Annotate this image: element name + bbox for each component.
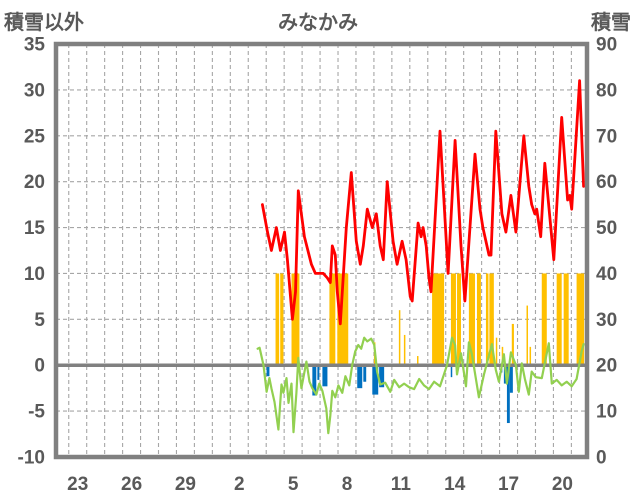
- snowfall-bar: [457, 273, 461, 366]
- snowfall-bar: [489, 273, 494, 366]
- x-tick-label: 8: [342, 474, 353, 495]
- x-tick-label: 14: [444, 474, 466, 495]
- x-tick-label: 2: [234, 474, 245, 495]
- y-right-tick-label: 90: [596, 35, 617, 56]
- snowfall-bar: [291, 273, 300, 366]
- snowfall-bar: [398, 310, 401, 366]
- snowfall-bar: [476, 273, 481, 366]
- snowfall-bar: [495, 337, 498, 366]
- snowfall-bar: [526, 305, 529, 366]
- snow-depth-line: [260, 79, 585, 326]
- precipitation-bar: [357, 365, 363, 389]
- y-right-tick-label: 60: [596, 172, 617, 193]
- y-left-tick-label: -10: [18, 448, 45, 469]
- y-left-tick-label: 5: [34, 310, 45, 331]
- x-tick-label: 23: [67, 474, 88, 495]
- snowfall-bar: [417, 356, 419, 366]
- x-tick-label: 17: [498, 474, 519, 495]
- y-left-tick-label: 35: [24, 35, 46, 56]
- x-tick-label: 11: [391, 474, 412, 495]
- snowfall-bar: [450, 273, 456, 366]
- y-right-tick-label: 50: [596, 218, 617, 239]
- snowfall-bar: [280, 273, 284, 366]
- snowfall-bar: [563, 273, 569, 366]
- x-tick-label: 29: [175, 474, 196, 495]
- y-right-tick-label: 40: [596, 264, 617, 285]
- y-right-tick-label: 0: [596, 448, 607, 469]
- y-left-tick-label: 25: [24, 126, 46, 147]
- precipitation-bar: [379, 365, 385, 388]
- y-left-tick-label: 15: [24, 218, 46, 239]
- snowfall-bar: [529, 346, 532, 366]
- y-left-tick-label: 0: [34, 356, 45, 377]
- precipitation-bar: [363, 365, 367, 382]
- snowfall-bar: [541, 273, 547, 366]
- temperature-line: [256, 336, 585, 435]
- y-right-tick-label: 20: [596, 356, 617, 377]
- right-axis-title: 積雪: [591, 12, 631, 34]
- snowfall-bar: [556, 273, 562, 366]
- plot-border: [53, 41, 590, 460]
- y-left-tick-label: 10: [24, 264, 45, 285]
- precipitation-bar: [322, 365, 328, 387]
- y-right-tick-label: 70: [596, 126, 617, 147]
- y-right-tick-label: 10: [596, 402, 617, 423]
- snowfall-bar: [485, 273, 489, 366]
- precipitation-bar: [509, 365, 513, 393]
- y-left-tick-label: 20: [24, 172, 45, 193]
- precipitation-bar: [312, 365, 317, 396]
- left-axis-title: 積雪以外: [4, 12, 84, 34]
- y-left-tick-label: 30: [24, 80, 45, 101]
- snowfall-bar: [432, 273, 445, 366]
- snowfall-bar: [468, 273, 475, 366]
- x-tick-label: 20: [552, 474, 573, 495]
- x-tick-label: 5: [288, 474, 299, 495]
- precipitation-bar: [372, 365, 379, 395]
- chart-title: みなかみ: [278, 12, 358, 34]
- y-left-tick-label: -5: [28, 402, 45, 423]
- precipitation-bar: [266, 365, 270, 377]
- snowfall-bar: [275, 273, 280, 366]
- precipitation-bar: [450, 365, 453, 378]
- x-tick-label: 26: [121, 474, 142, 495]
- y-right-tick-label: 30: [596, 310, 617, 331]
- precipitation-bar: [506, 365, 510, 424]
- snowfall-bar: [511, 323, 514, 366]
- y-right-tick-label: 80: [596, 80, 617, 101]
- snowfall-bar: [337, 273, 349, 366]
- precipitation-bar: [317, 365, 320, 380]
- snowfall-bar: [329, 273, 336, 366]
- snowfall-bar: [576, 273, 585, 366]
- snowfall-bar: [403, 334, 406, 366]
